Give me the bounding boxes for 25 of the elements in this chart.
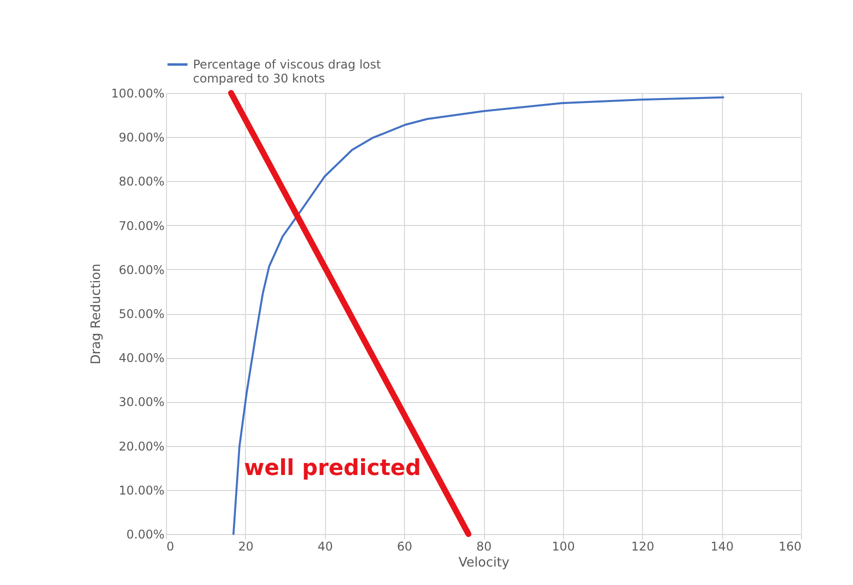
x-tick-label: 20: [238, 540, 254, 554]
x-tick-label: 120: [631, 540, 654, 554]
x-tick-label: 60: [396, 540, 412, 554]
x-tick-label: 160: [778, 540, 802, 554]
annotation: well predicted: [244, 456, 422, 481]
y-tick-label: 50.00%: [118, 307, 164, 321]
legend-label: Percentage of viscous drag lost compared to 30 knots: [193, 58, 382, 86]
y-tick-label: 40.00%: [118, 351, 164, 366]
y-tick-label: 100.00%: [111, 86, 164, 100]
y-tick-label: 60.00%: [118, 262, 164, 277]
x-tick-label: 140: [710, 540, 734, 554]
y-tick-label: 80.00%: [118, 174, 164, 189]
y-tick-label: 20.00%: [118, 439, 164, 454]
y-tick-label: 30.00%: [118, 395, 164, 410]
y-tick-label: 70.00%: [118, 218, 164, 233]
x-tick-label: 40: [318, 540, 333, 554]
x-axis-title: Velocity: [458, 556, 510, 570]
line-series: [232, 96, 724, 535]
x-tick-label: 100: [552, 540, 575, 554]
x-tick-label: 0: [166, 540, 174, 554]
y-tick-label: 10.00%: [118, 483, 164, 498]
y-axis-title: Drag Reduction: [89, 264, 104, 364]
x-tick-label: 80: [476, 540, 492, 554]
y-tick-label: 90.00%: [118, 130, 164, 145]
y-tick-label: 0.00%: [126, 528, 164, 542]
